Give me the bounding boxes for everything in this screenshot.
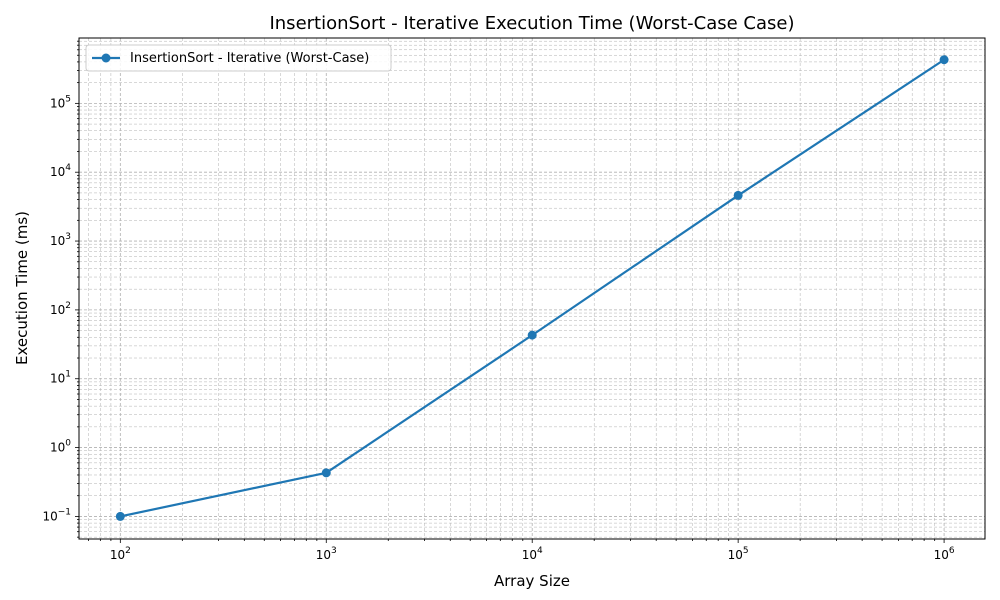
x-axis-label: Array Size [494,572,570,590]
grid [79,38,985,539]
data-point [115,511,125,521]
legend-label: InsertionSort - Iterative (Worst-Case) [130,51,369,66]
y-tick-label: 100 [50,439,71,455]
y-tick-label: 103 [50,232,71,248]
legend-marker [101,53,111,63]
x-tick-label: 106 [934,546,955,562]
x-tick-label: 102 [110,546,131,562]
data-point [527,330,537,340]
ticks: 102 103 104 105 106 10−1 100 101 102 103 104 105 [42,40,955,562]
y-axis-label: Execution Time (ms) [13,211,31,365]
y-tick-label: 101 [50,370,71,386]
x-tick-label: 103 [316,546,337,562]
series [115,55,949,521]
legend: InsertionSort - Iterative (Worst-Case) [85,44,392,72]
x-tick-label: 105 [728,546,749,562]
y-tick-label: 10−1 [42,507,71,523]
y-tick-label: 104 [50,163,71,179]
chart-title: InsertionSort - Iterative Execution Time… [269,13,794,34]
y-tick-label: 102 [50,301,71,317]
y-tick-label: 105 [50,94,71,110]
x-tick-label: 104 [522,546,543,562]
data-point [321,468,331,478]
data-point [733,190,743,200]
data-point [939,55,949,65]
legend-box [85,44,392,72]
